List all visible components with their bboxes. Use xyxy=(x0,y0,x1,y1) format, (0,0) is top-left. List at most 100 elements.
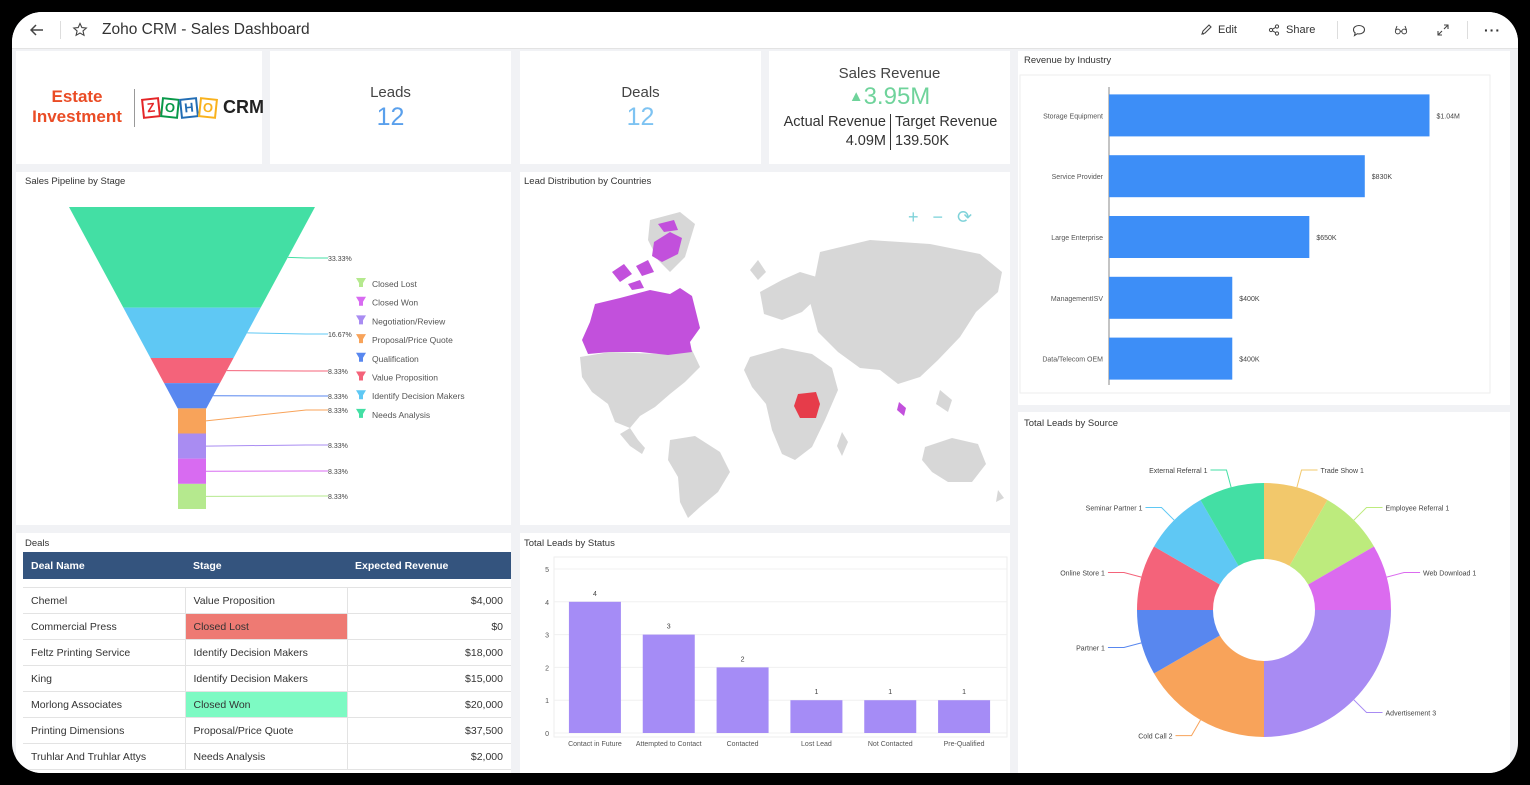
status-bar[interactable] xyxy=(568,601,621,733)
table-row[interactable]: Feltz Printing Service Identify Decision … xyxy=(23,639,511,666)
revenue-cell: $4,000 xyxy=(347,587,511,614)
dashboard-title: Zoho CRM - Sales Dashboard xyxy=(102,21,310,38)
legend-item-label[interactable]: Qualification xyxy=(372,354,419,364)
funnel-segment[interactable] xyxy=(150,358,234,384)
favorite-button[interactable] xyxy=(72,12,88,48)
industry-bar[interactable] xyxy=(1109,337,1233,380)
legend-item-label[interactable]: Value Proposition xyxy=(372,373,438,383)
share-button[interactable]: Share xyxy=(1268,12,1315,48)
divider xyxy=(890,114,891,150)
funnel-segment[interactable] xyxy=(123,307,261,358)
revenue-cell: $15,000 xyxy=(347,665,511,692)
table-row[interactable]: Morlong Associates Closed Won $20,000 xyxy=(23,691,511,718)
leads-label: Leads xyxy=(370,84,411,101)
revenue-label: Sales Revenue xyxy=(838,65,941,82)
back-button[interactable] xyxy=(30,12,44,48)
funnel-segment[interactable] xyxy=(177,408,207,434)
donut-slice[interactable] xyxy=(1264,610,1391,737)
column-header-expected-revenue[interactable]: Expected Revenue xyxy=(347,552,511,579)
zoom-out-button[interactable]: − xyxy=(932,207,944,227)
actual-revenue: Actual Revenue 4.09M xyxy=(769,113,890,151)
x-tick-label: Contacted xyxy=(727,741,759,748)
y-tick-label: 1 xyxy=(545,698,549,705)
table-row[interactable]: Commercial Press Closed Lost $0 xyxy=(23,613,511,640)
funnel-segment[interactable] xyxy=(178,433,206,459)
comment-button[interactable] xyxy=(1352,12,1366,48)
x-tick-label: Lost Lead xyxy=(801,741,832,748)
revenue-cell: $0 xyxy=(347,613,511,640)
donut-slice[interactable] xyxy=(1308,546,1391,611)
data-label: 1 xyxy=(962,689,966,696)
stage-cell: Proposal/Price Quote xyxy=(185,717,348,744)
industry-bar[interactable] xyxy=(1109,94,1430,137)
data-label: $400K xyxy=(1239,296,1260,303)
data-label: $1.04M xyxy=(1437,113,1461,120)
legend-item-label[interactable]: Proposal/Price Quote xyxy=(372,335,453,345)
table-header-row: Deal Name Stage Expected Revenue xyxy=(23,552,511,579)
funnel-segment[interactable] xyxy=(69,207,315,308)
industry-bar[interactable] xyxy=(1109,276,1233,319)
data-label: $650K xyxy=(1316,235,1337,242)
edit-button[interactable]: Edit xyxy=(1200,12,1237,48)
world-map xyxy=(580,212,1004,518)
donut-slice[interactable] xyxy=(1200,483,1265,566)
category-label: Storage Equipment xyxy=(1043,113,1103,120)
column-header-stage[interactable]: Stage xyxy=(185,552,347,579)
legend-item-label[interactable]: Closed Lost xyxy=(372,279,418,289)
more-button[interactable]: ··· xyxy=(1484,22,1501,38)
donut-leader-line xyxy=(1353,699,1383,714)
legend-funnel-icon xyxy=(356,390,366,400)
status-bar[interactable] xyxy=(864,700,917,733)
donut-slice[interactable] xyxy=(1289,500,1374,585)
donut-slice[interactable] xyxy=(1137,610,1220,674)
status-bar[interactable] xyxy=(716,667,769,733)
funnel-leader-line xyxy=(287,256,328,259)
leads-kpi-panel: Leads 12 xyxy=(270,51,511,164)
donut-leader-line xyxy=(1210,469,1232,488)
stage-cell: Value Proposition xyxy=(185,587,348,614)
funnel-percent-label: 8.33% xyxy=(328,369,348,376)
legend-item-label[interactable]: Closed Won xyxy=(372,298,418,308)
funnel-segment[interactable] xyxy=(164,383,220,409)
donut-slice[interactable] xyxy=(1154,635,1264,738)
legend-item-label[interactable]: Negotiation/Review xyxy=(372,316,446,326)
legend-item-label[interactable]: Needs Analysis xyxy=(372,410,430,420)
table-row[interactable]: King Identify Decision Makers $15,000 xyxy=(23,665,511,692)
panel-title: Total Leads by Source xyxy=(1024,418,1119,429)
table-row[interactable]: Truhlar And Truhlar Attys Needs Analysis $… xyxy=(23,743,511,770)
legend-funnel-icon xyxy=(356,408,366,418)
share-label: Share xyxy=(1286,24,1316,36)
y-tick-label: 5 xyxy=(545,567,549,574)
panel-title: Sales Pipeline by Stage xyxy=(25,176,126,187)
star-icon xyxy=(72,22,88,37)
industry-bar[interactable] xyxy=(1109,155,1365,198)
x-tick-label: Contact in Future xyxy=(568,741,622,748)
status-bar[interactable] xyxy=(938,700,991,733)
table-row[interactable]: Chemel Value Proposition $4,000 xyxy=(23,587,511,614)
deals-table-body: Chemel Value Proposition $4,000 Commercial … xyxy=(23,587,511,770)
plot-frame xyxy=(553,556,1008,738)
edit-label: Edit xyxy=(1218,24,1237,36)
funnel-segment[interactable] xyxy=(178,458,206,484)
revenue-cell: $18,000 xyxy=(347,639,511,666)
donut-slice[interactable] xyxy=(1264,483,1328,566)
legend-funnel-icon xyxy=(356,371,366,381)
reset-button[interactable]: ⟳ xyxy=(957,207,973,227)
donut-slice[interactable] xyxy=(1154,500,1239,585)
y-tick-label: 3 xyxy=(545,633,549,640)
column-header-deal-name[interactable]: Deal Name xyxy=(23,552,185,579)
fullscreen-button[interactable] xyxy=(1437,12,1449,48)
table-row[interactable]: Printing Dimensions Proposal/Price Quote $… xyxy=(23,717,511,744)
legend-item-label[interactable]: Identify Decision Makers xyxy=(372,391,465,401)
funnel-segment[interactable] xyxy=(178,483,206,509)
funnel-percent-label: 8.33% xyxy=(328,494,348,501)
zoom-in-button[interactable]: + xyxy=(908,207,919,227)
funnel-percent-label: 8.33% xyxy=(328,443,348,450)
view-button[interactable] xyxy=(1394,12,1408,48)
donut-leader-line xyxy=(1353,506,1383,521)
status-bar[interactable] xyxy=(790,700,843,733)
industry-bar[interactable] xyxy=(1109,216,1310,258)
donut-slice[interactable] xyxy=(1137,546,1220,611)
status-bar[interactable] xyxy=(642,634,695,733)
x-tick-label: Pre-Qualified xyxy=(944,741,985,748)
